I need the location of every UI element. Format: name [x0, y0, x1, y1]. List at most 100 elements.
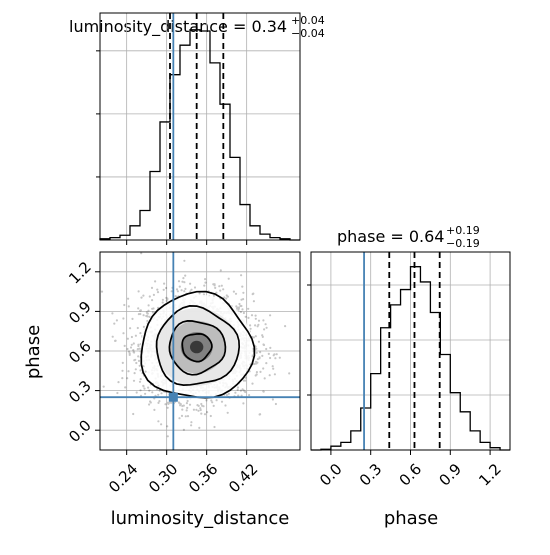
scatter-point — [210, 399, 213, 402]
scatter-point — [183, 259, 186, 262]
ph-histogram — [311, 266, 510, 451]
scatter-point — [121, 377, 124, 380]
scatter-point — [262, 319, 265, 322]
scatter-point — [259, 351, 262, 354]
density-level-4 — [190, 340, 204, 354]
scatter-point — [262, 343, 265, 346]
scatter-point — [288, 372, 291, 375]
scatter-point — [123, 303, 126, 307]
scatter-point — [182, 277, 185, 280]
scatter-point — [252, 336, 255, 339]
scatter-point — [142, 325, 145, 328]
scatter-point — [139, 389, 142, 392]
scatter-point — [142, 385, 145, 388]
scatter-point — [146, 312, 149, 315]
scatter-point — [185, 409, 188, 412]
scatter-point — [157, 420, 160, 423]
scatter-point — [256, 325, 259, 328]
ylabel-phase: phase — [23, 325, 44, 379]
scatter-point — [161, 301, 164, 304]
scatter-point — [138, 347, 141, 350]
scatter-point — [188, 403, 192, 406]
scatter-point — [219, 269, 222, 272]
scatter-point — [149, 400, 152, 403]
scatter-point — [166, 425, 169, 428]
scatter-point — [249, 324, 252, 327]
scatter-point — [186, 399, 189, 403]
scatter-point — [236, 388, 239, 391]
scatter-point — [145, 311, 148, 314]
sc-xtick-label: 0.30 — [145, 460, 181, 496]
scatter-point — [160, 423, 163, 426]
scatter-point — [179, 404, 182, 407]
scatter-point — [212, 283, 215, 286]
scatter-point — [149, 401, 152, 404]
scatter-point — [183, 281, 186, 284]
scatter-point — [148, 403, 151, 406]
scatter-point — [237, 394, 240, 397]
scatter-point — [236, 386, 240, 389]
scatter-point — [133, 372, 136, 375]
scatter-point — [211, 401, 214, 404]
scatter-point — [274, 357, 277, 360]
scatter-point — [163, 282, 166, 285]
scatter-point — [165, 299, 168, 302]
scatter-point — [269, 314, 272, 317]
scatter-point — [137, 344, 140, 348]
scatter-point — [137, 290, 140, 293]
scatter-point — [252, 292, 255, 295]
scatter-point — [128, 352, 131, 355]
scatter-point — [275, 353, 278, 356]
scatter-point — [205, 399, 208, 402]
scatter-point — [244, 390, 247, 394]
scatter-point — [154, 280, 157, 283]
scatter-point — [261, 354, 264, 357]
scatter-point — [152, 293, 155, 296]
scatter-point — [142, 314, 145, 317]
scatter-point — [148, 315, 151, 318]
scatter-point — [263, 377, 266, 380]
scatter-point — [253, 362, 256, 366]
scatter-point — [144, 370, 147, 373]
sc-ytick-label: 1.2 — [65, 258, 95, 288]
scatter-point — [177, 280, 181, 283]
scatter-point — [262, 390, 265, 393]
scatter-point — [190, 424, 193, 427]
scatter-point — [225, 294, 228, 297]
scatter-point — [236, 306, 239, 309]
scatter-point — [136, 326, 139, 330]
scatter-point — [134, 334, 137, 337]
title-luminosity-distance: luminosity_distance = 0.34 — [69, 17, 287, 37]
scatter-point — [147, 309, 150, 312]
scatter-point — [284, 325, 287, 328]
scatter-point — [139, 312, 142, 316]
scatter-point — [241, 285, 244, 288]
scatter-point — [148, 389, 151, 392]
scatter-point — [190, 421, 193, 424]
xlabel-phase: phase — [384, 508, 438, 529]
scatter-point — [248, 394, 251, 397]
scatter-point — [258, 357, 261, 360]
scatter-point — [126, 347, 129, 351]
title-luminosity-distance-upper: +0.04 — [291, 14, 325, 27]
scatter-point — [178, 285, 181, 288]
scatter-point — [209, 414, 212, 418]
scatter-point — [170, 290, 173, 293]
scatter-point — [239, 304, 242, 308]
title-phase-upper: +0.19 — [446, 224, 480, 237]
scatter-point — [256, 358, 259, 361]
scatter-point — [222, 288, 225, 291]
scatter-point — [256, 361, 259, 364]
scatter-point — [255, 373, 258, 376]
scatter-point — [151, 311, 154, 314]
scatter-point — [240, 304, 243, 308]
scatter-point — [137, 307, 140, 310]
ph-xtick-label: 0.6 — [396, 460, 426, 490]
scatter-point — [249, 327, 252, 330]
contour-0 — [140, 290, 256, 399]
scatter-point — [152, 307, 155, 310]
scatter-point — [254, 314, 257, 317]
scatter-point — [100, 290, 104, 293]
scatter-point — [184, 274, 187, 277]
scatter-point — [121, 369, 124, 372]
